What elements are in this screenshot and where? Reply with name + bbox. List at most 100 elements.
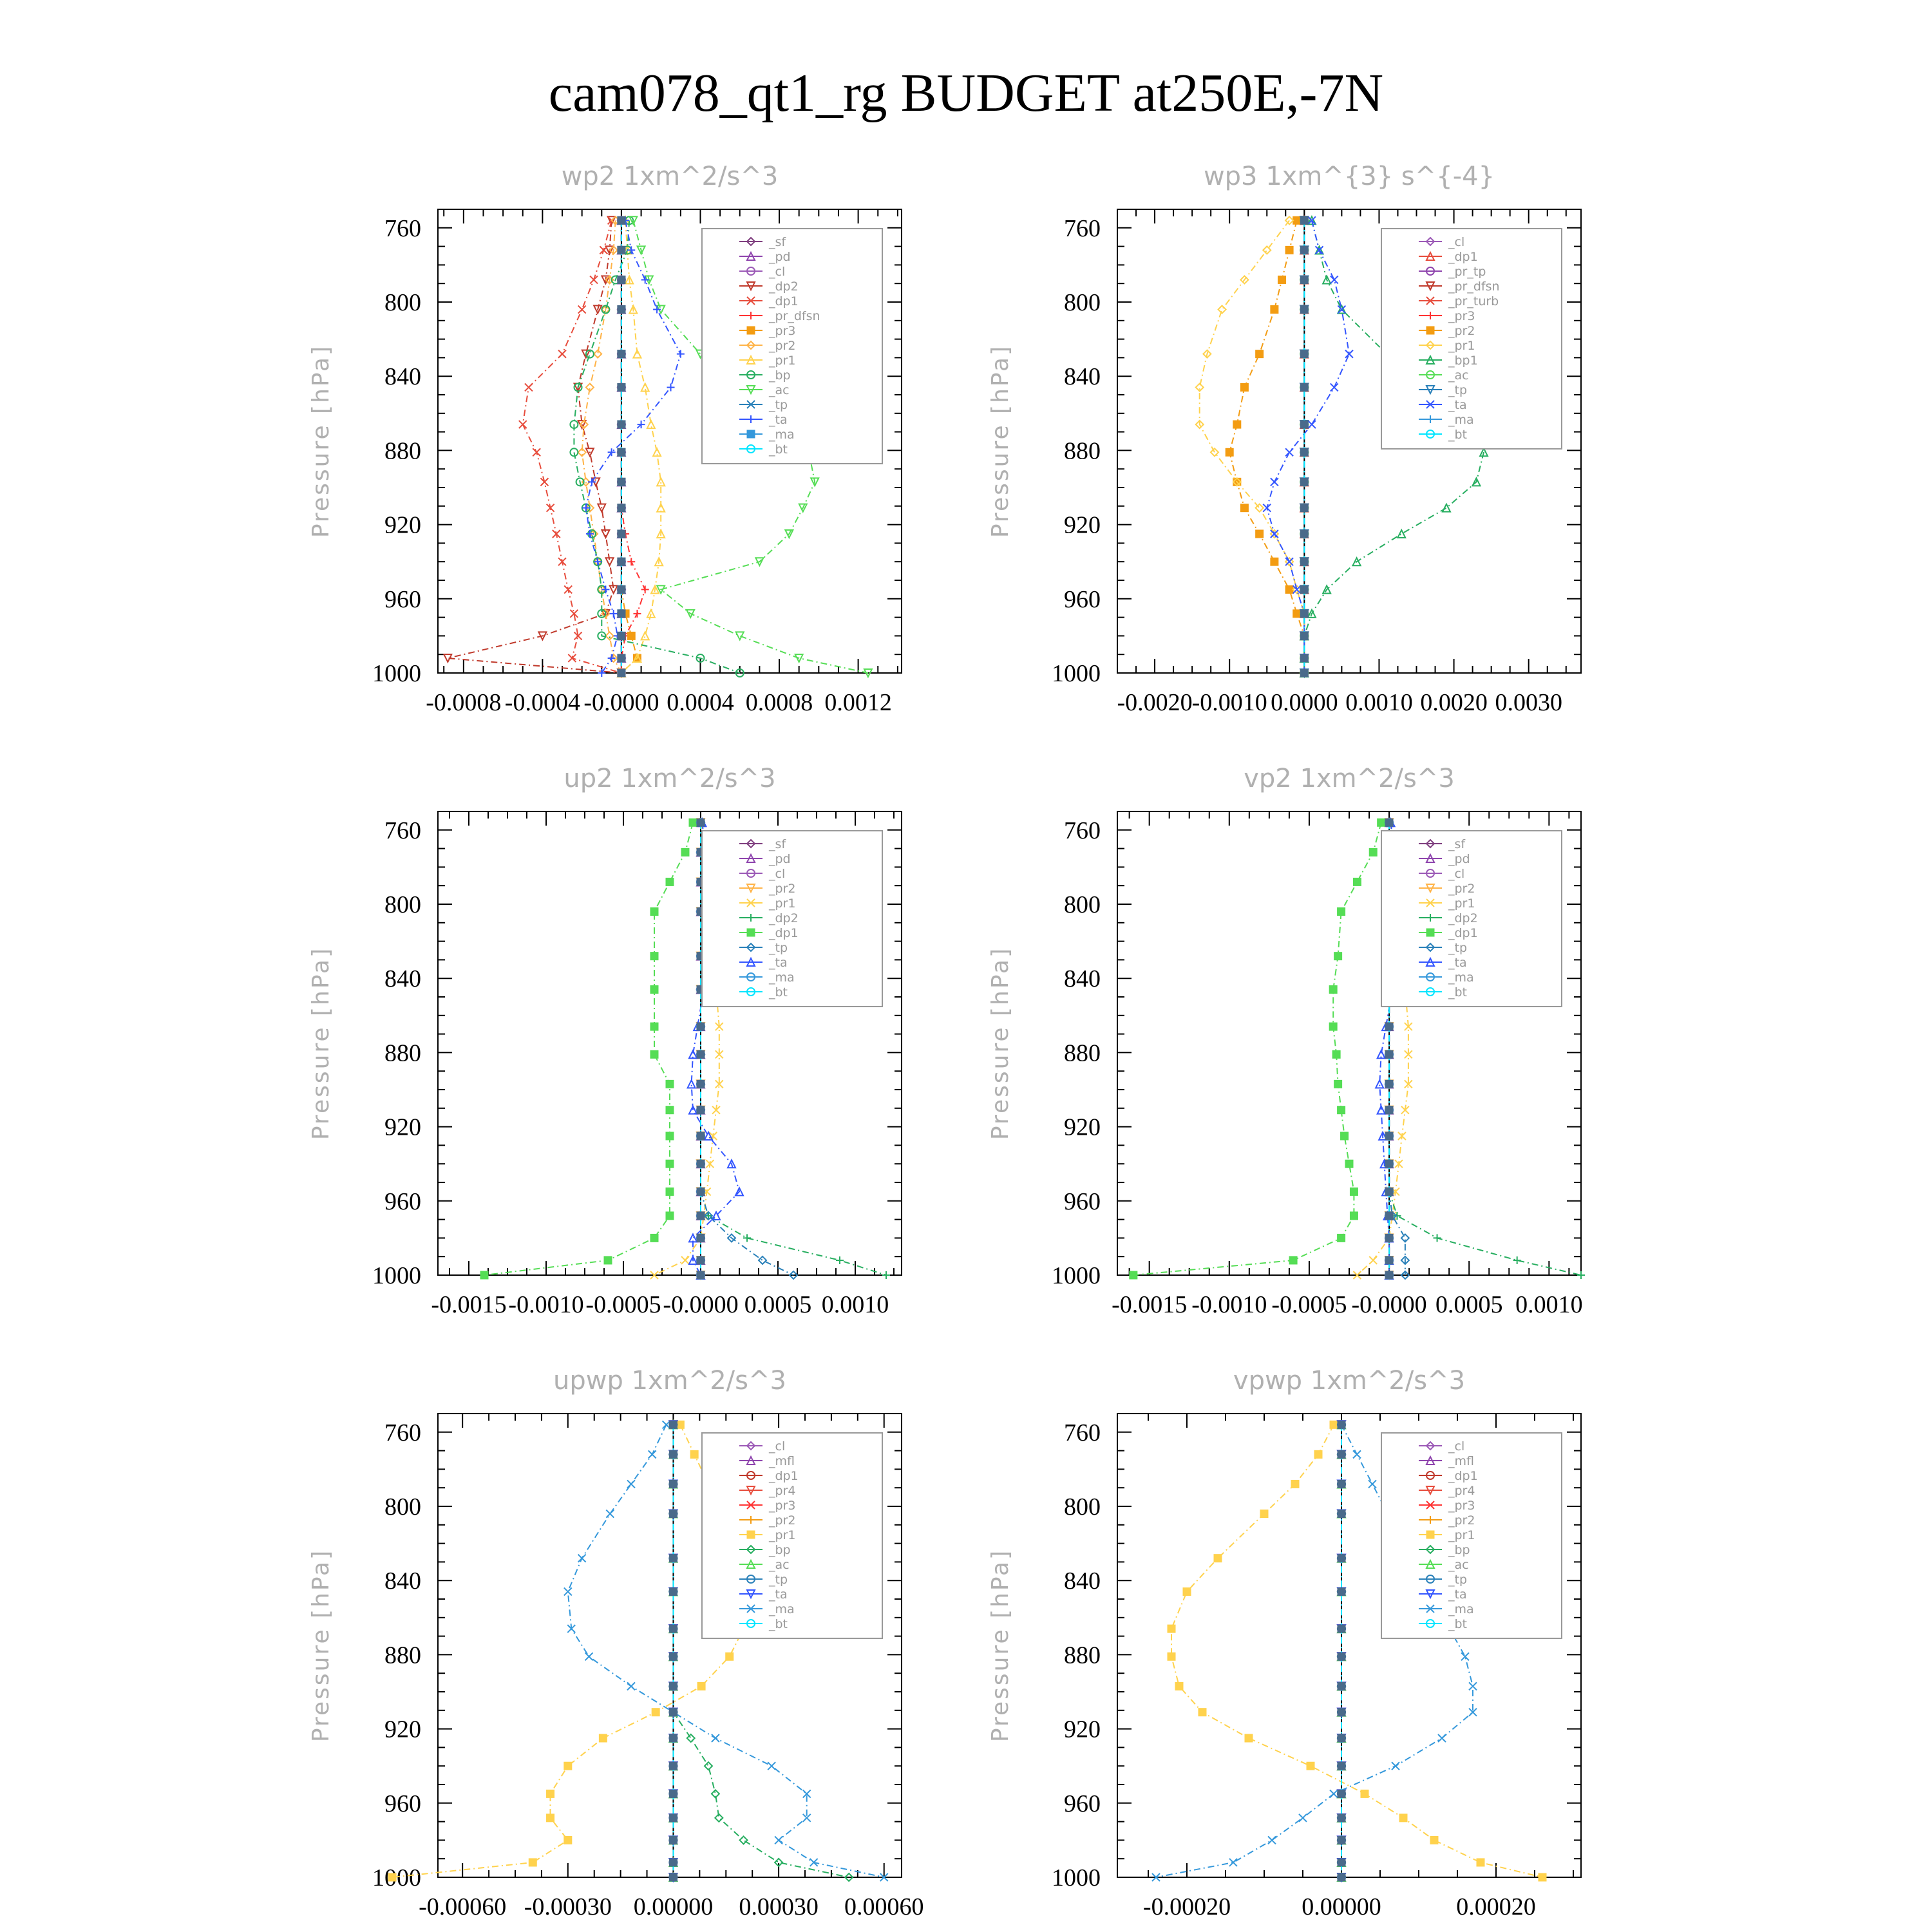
- data-point: [1476, 1858, 1485, 1867]
- data-point: [1385, 1271, 1394, 1280]
- data-point: [668, 1708, 677, 1717]
- y-axis-label: Pressure [hPa]: [308, 345, 334, 538]
- legend-entry: _pr_dfsn: [768, 309, 820, 323]
- data-point: [646, 419, 656, 430]
- legend-entry: _bt: [1448, 428, 1467, 442]
- series-ac: [628, 216, 873, 679]
- legend-marker: [1425, 385, 1435, 395]
- data-point: [1314, 245, 1324, 255]
- data-point: [1337, 1450, 1346, 1459]
- y-tick-label: 1000: [372, 1864, 421, 1891]
- data-point: [1300, 420, 1309, 429]
- data-point: [1300, 448, 1309, 457]
- legend-entry: _tp: [768, 398, 788, 412]
- legend-box: [1381, 1432, 1562, 1639]
- data-point: [668, 1789, 677, 1798]
- x-tick-label: -0.00030: [524, 1893, 612, 1920]
- y-tick-label: 960: [384, 1790, 421, 1817]
- legend-entry: _dp1: [768, 294, 799, 308]
- legend-marker: [746, 898, 755, 907]
- data-point: [1399, 1814, 1408, 1823]
- data-point: [705, 1211, 712, 1220]
- data-point: [1298, 1814, 1307, 1823]
- data-point: [1352, 1450, 1361, 1459]
- data-point: [524, 383, 533, 392]
- data-point: [656, 477, 666, 487]
- series-line: [573, 220, 741, 674]
- legend-entry: _mfl: [768, 1454, 795, 1468]
- data-point: [632, 652, 643, 663]
- data-point: [617, 609, 626, 618]
- data-point: [1260, 1510, 1269, 1519]
- data-point: [648, 1450, 657, 1459]
- data-point: [1255, 350, 1264, 359]
- legend-entry: _pr2: [768, 339, 795, 353]
- legend-marker: [746, 354, 756, 365]
- data-point: [1300, 305, 1309, 314]
- data-point: [656, 528, 666, 538]
- legend-marker: [746, 326, 755, 335]
- x-tick-label: -0.00060: [419, 1893, 506, 1920]
- legend-entry: _pr_dfsn: [1448, 279, 1500, 294]
- data-point: [1330, 383, 1339, 392]
- data-point: [1391, 1761, 1400, 1770]
- data-point: [599, 245, 609, 255]
- data-point: [735, 668, 744, 677]
- legend-entry: _pr3: [768, 324, 795, 338]
- data-point: [1291, 1479, 1300, 1488]
- legend-marker: [1425, 1558, 1435, 1569]
- data-point: [1300, 609, 1309, 618]
- legend: _sf_pd_cl_pr2_pr1_dp2_dp1_tp_ta_ma_bt: [1381, 830, 1562, 1007]
- legend-marker: [746, 1558, 756, 1569]
- data-point: [743, 1234, 751, 1242]
- data-point: [518, 420, 527, 429]
- data-point: [1284, 556, 1294, 567]
- x-tick-label: 0.0010: [1345, 689, 1413, 716]
- data-point: [628, 216, 638, 226]
- data-point: [665, 1159, 674, 1168]
- data-point: [564, 1761, 573, 1770]
- chart-panel-1: wp2 1xm^2/s^3 Pressure [hPa] 760 800 840 880 9…: [308, 162, 902, 716]
- data-point: [1385, 1106, 1394, 1115]
- legend-entry: _ac: [768, 383, 790, 397]
- data-point: [810, 477, 820, 488]
- data-point: [1255, 503, 1265, 513]
- data-point: [1337, 305, 1347, 314]
- legend-entry: _sf: [768, 235, 786, 249]
- data-point: [665, 1132, 674, 1141]
- data-point: [1397, 1132, 1406, 1141]
- data-point: [1285, 448, 1294, 457]
- data-point: [585, 383, 595, 392]
- data-point: [715, 1079, 724, 1089]
- series-dp1: [1129, 818, 1386, 1280]
- data-point: [1337, 1681, 1346, 1690]
- data-point: [604, 557, 615, 567]
- plot-frame: [437, 811, 902, 1276]
- data-point: [668, 1858, 677, 1867]
- data-point: [1393, 1211, 1401, 1220]
- data-point: [603, 1256, 612, 1265]
- panel-title: vp2 1xm^2/s^3: [1244, 764, 1455, 793]
- series-line: [1388, 822, 1406, 1275]
- data-point: [1394, 1159, 1403, 1168]
- data-point: [686, 1733, 696, 1743]
- data-point: [1270, 477, 1279, 487]
- legend-entry: _dp2: [768, 279, 799, 294]
- legend-marker: [747, 415, 755, 423]
- legend: _cl_mfl_dp1_pr4_pr3_pr2_pr1_bp_ac_tp_ta_…: [701, 1432, 883, 1639]
- data-point: [1385, 1022, 1394, 1031]
- data-point: [1468, 1681, 1477, 1691]
- legend-entry: _ta: [1448, 398, 1467, 412]
- data-point: [617, 557, 626, 566]
- legend-marker: [746, 1619, 755, 1628]
- data-point: [1337, 1858, 1346, 1867]
- data-point: [665, 1079, 674, 1088]
- data-point: [1337, 1510, 1346, 1519]
- panel-title: upwp 1xm^2/s^3: [553, 1366, 786, 1396]
- legend-marker: [746, 987, 755, 996]
- x-tick-label: 0.0005: [744, 1291, 812, 1318]
- legend-marker: [1425, 1455, 1435, 1465]
- data-point: [688, 1049, 698, 1059]
- data-point: [1240, 383, 1249, 392]
- data-point: [1376, 1104, 1387, 1115]
